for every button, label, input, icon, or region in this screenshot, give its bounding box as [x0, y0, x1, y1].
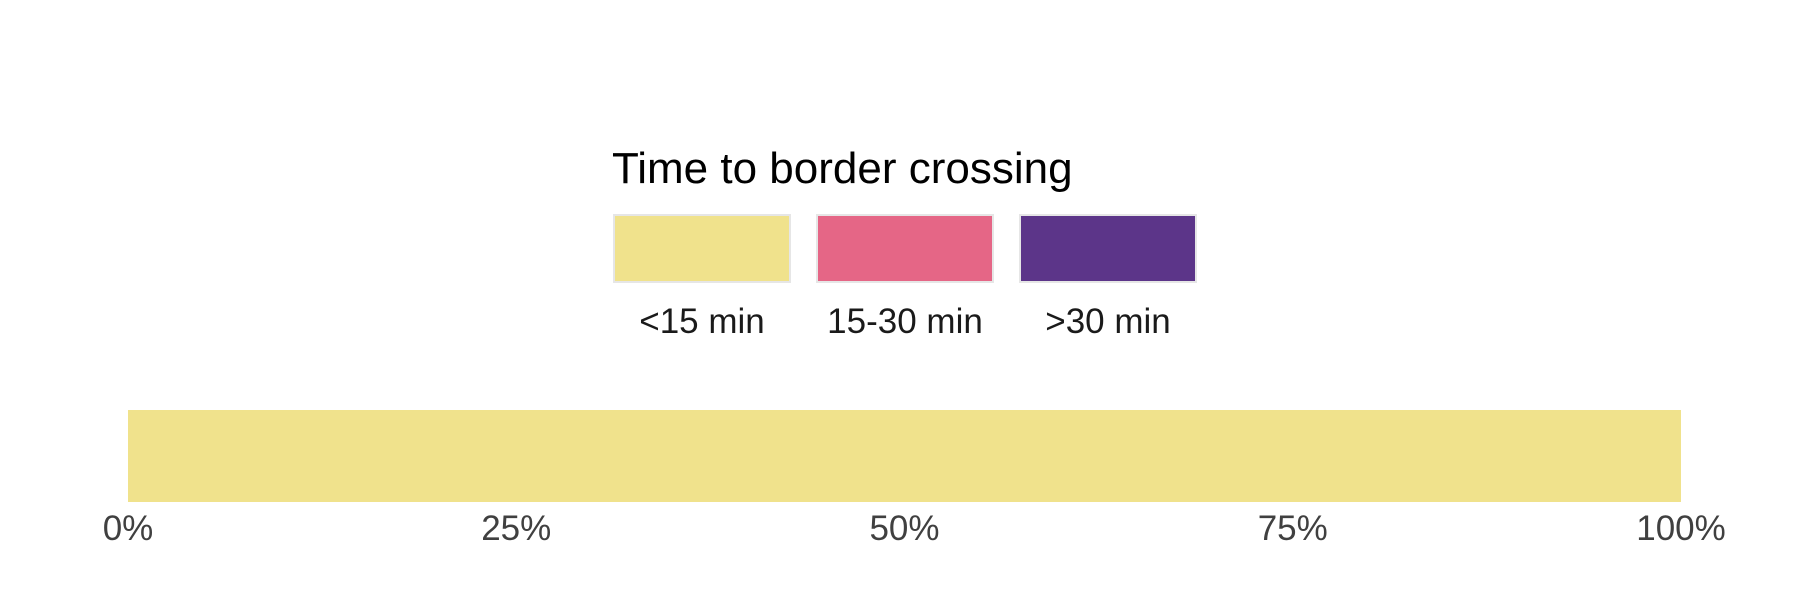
bar-track [128, 410, 1681, 502]
legend-title: Time to border crossing [612, 144, 1073, 193]
bar-segment-lt-15-min [128, 410, 1681, 502]
legend-label-gt-30-min: >30 min [1045, 302, 1171, 341]
legend-swatch-15-30-min [816, 214, 994, 283]
legend-items: <15 min 15-30 min >30 min [613, 214, 1197, 341]
legend-swatch-lt-15-min [613, 214, 791, 283]
x-tick-label: 75% [1258, 509, 1328, 548]
legend: Time to border crossing <15 min 15-30 min… [612, 144, 1197, 341]
legend-label-15-30-min: 15-30 min [827, 302, 983, 341]
x-axis-ticks: 0% 25% 50% 75% 100% [103, 509, 1726, 548]
x-tick-label: 25% [481, 509, 551, 548]
legend-swatch-gt-30-min [1019, 214, 1197, 283]
x-tick-label: 0% [103, 509, 154, 548]
x-tick-label: 50% [869, 509, 939, 548]
x-tick-label: 100% [1636, 509, 1726, 548]
legend-label-lt-15-min: <15 min [639, 302, 765, 341]
